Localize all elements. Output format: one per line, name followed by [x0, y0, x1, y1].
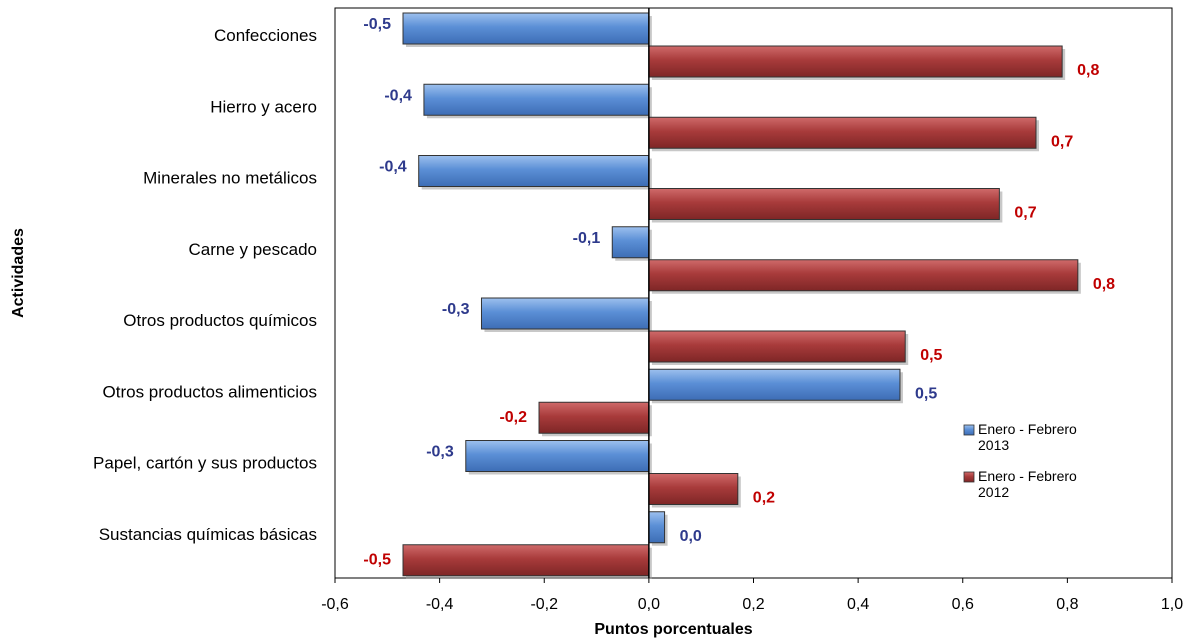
bar-2012 — [648, 188, 1000, 220]
data-label: 0,2 — [753, 490, 775, 507]
data-label: 0,5 — [920, 347, 942, 364]
category-labels: Confecciones Hierro y acero Minerales no m… — [93, 26, 317, 544]
data-label: 0,7 — [1051, 133, 1073, 150]
category-label: Sustancias químicas básicas — [99, 525, 317, 544]
y-axis-title: Actividades — [10, 228, 27, 318]
x-tick-label: 0,4 — [847, 596, 869, 613]
bar-2013 — [418, 155, 650, 187]
data-label: -0,2 — [499, 409, 527, 426]
data-label: -0,4 — [379, 159, 407, 176]
category-label: Confecciones — [214, 26, 317, 45]
data-label: -0,4 — [384, 87, 412, 104]
category-label: Minerales no metálicos — [143, 169, 317, 188]
x-tick-label: 1,0 — [1161, 596, 1183, 613]
legend-label: 2013 — [978, 437, 1009, 453]
bar-2013 — [465, 440, 650, 472]
bar-2013 — [480, 297, 650, 330]
x-tick-labels: -0,6 -0,4 -0,2 0,0 0,2 0,4 0,6 0,8 1,0 — [321, 578, 1183, 613]
category-label: Carne y pescado — [188, 240, 317, 259]
legend-swatch — [963, 424, 975, 436]
bar-2013 — [402, 12, 650, 45]
bar-2012 — [402, 544, 650, 577]
legend-label: 2012 — [978, 484, 1009, 500]
bar-2012 — [648, 259, 1079, 292]
legend-label: Enero - Febrero — [978, 468, 1077, 484]
category-label: Otros productos alimenticios — [103, 382, 317, 401]
bar-2013 — [423, 83, 650, 116]
data-label: 0,8 — [1093, 276, 1115, 293]
data-label: 0,0 — [680, 528, 702, 545]
x-axis-title: Puntos porcentuales — [594, 621, 752, 638]
data-label: 0,5 — [915, 385, 937, 402]
x-tick-label: -0,4 — [426, 596, 454, 613]
bar-2013 — [611, 226, 650, 259]
legend-swatch — [963, 471, 975, 483]
category-label: Hierro y acero — [210, 97, 317, 116]
bars-layer — [402, 12, 1081, 579]
data-label: -0,1 — [573, 230, 601, 247]
x-tick-label: 0,6 — [952, 596, 974, 613]
x-tick-label: -0,2 — [530, 596, 558, 613]
legend-label: Enero - Febrero — [978, 421, 1077, 437]
bar-2012 — [538, 401, 650, 434]
data-label: -0,3 — [426, 444, 454, 461]
category-label: Papel, cartón y sus productos — [93, 454, 317, 473]
data-label: -0,3 — [442, 301, 470, 318]
bar-2012 — [648, 330, 906, 363]
data-label: 0,8 — [1077, 62, 1099, 79]
data-label: -0,5 — [363, 551, 391, 568]
x-tick-label: -0,6 — [321, 596, 349, 613]
x-tick-label: 0,2 — [742, 596, 764, 613]
x-tick-label: 0,0 — [638, 596, 660, 613]
bar-2012 — [648, 473, 739, 505]
bar-2012 — [648, 116, 1037, 149]
bar-2012 — [648, 45, 1063, 78]
data-labels: -0,5 0,8 -0,4 0,7 -0,4 0,7 -0,1 0,8 -0,3 0,5 0,5 -0… — [363, 16, 1115, 568]
bar-2013 — [648, 511, 666, 544]
category-label: Otros productos químicos — [123, 311, 317, 330]
data-label: 0,7 — [1014, 205, 1036, 222]
data-label: -0,5 — [363, 16, 391, 33]
bar-2013 — [648, 368, 901, 401]
x-tick-label: 0,8 — [1056, 596, 1078, 613]
